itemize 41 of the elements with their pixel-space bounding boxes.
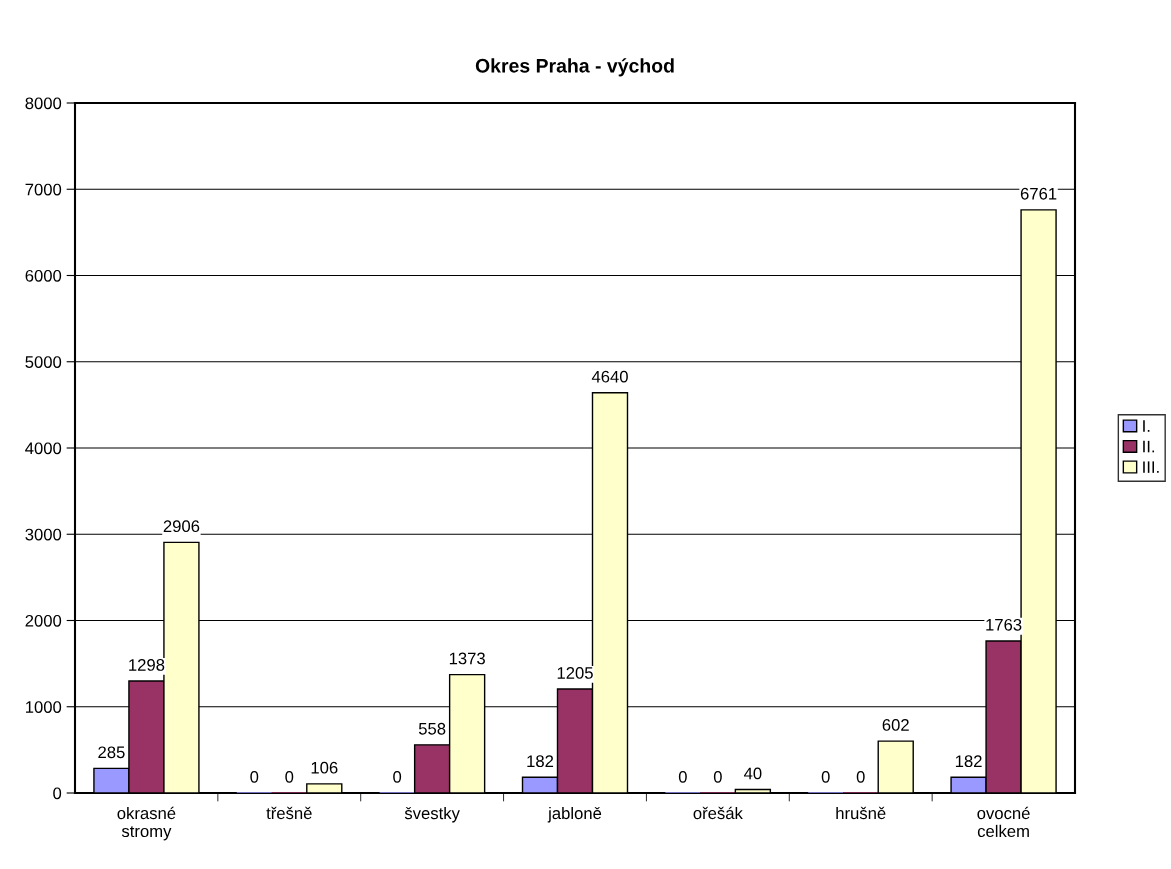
data-label: 1298 (129, 659, 165, 671)
data-label: 0 (393, 770, 402, 783)
y-tick-label: 2000 (25, 614, 62, 627)
legend-label: I. (1143, 420, 1150, 432)
x-tick-label: švestky (404, 806, 460, 823)
data-label: 182 (527, 755, 554, 768)
data-label: 4640 (591, 370, 628, 383)
data-label: 558 (418, 722, 446, 735)
y-tick-label: 4000 (25, 442, 62, 455)
data-label: 1373 (449, 652, 485, 665)
data-label: 2906 (163, 520, 200, 533)
data-label: 0 (285, 770, 294, 783)
legend-label: II. (1143, 440, 1155, 453)
data-label: 0 (678, 770, 687, 783)
y-tick-label: 6000 (25, 269, 62, 282)
y-tick-label: 1000 (26, 701, 62, 713)
data-label: 106 (311, 761, 338, 774)
data-label: 1763 (986, 618, 1022, 631)
x-tick-label: ořešák (693, 806, 743, 820)
x-tick-label: ovocné celkem (977, 806, 1030, 838)
data-label: 285 (98, 746, 125, 759)
data-label: 0 (856, 770, 865, 783)
data-label: 0 (821, 770, 830, 783)
y-tick-label: 7000 (25, 183, 62, 196)
x-tick-label: třešně (266, 806, 312, 820)
y-tick-label: 8000 (25, 97, 62, 110)
x-tick-label: jabloně (547, 806, 602, 823)
data-label: 602 (882, 719, 909, 731)
data-label: 40 (743, 767, 762, 780)
data-label: 6761 (1020, 187, 1057, 200)
legend-label: III. (1143, 461, 1159, 473)
y-tick-label: 3000 (25, 528, 62, 541)
y-tick-label: 5000 (25, 356, 62, 368)
data-label: 182 (955, 755, 982, 768)
data-label: 0 (250, 770, 259, 783)
y-tick-label: 0 (53, 787, 62, 800)
chart-title: Okres Praha - východ (475, 58, 674, 77)
x-tick-label: hrušně (836, 806, 886, 820)
data-label: 1205 (557, 667, 593, 679)
data-label: 0 (713, 770, 722, 783)
x-tick-label: okrasné stromy (117, 806, 176, 841)
